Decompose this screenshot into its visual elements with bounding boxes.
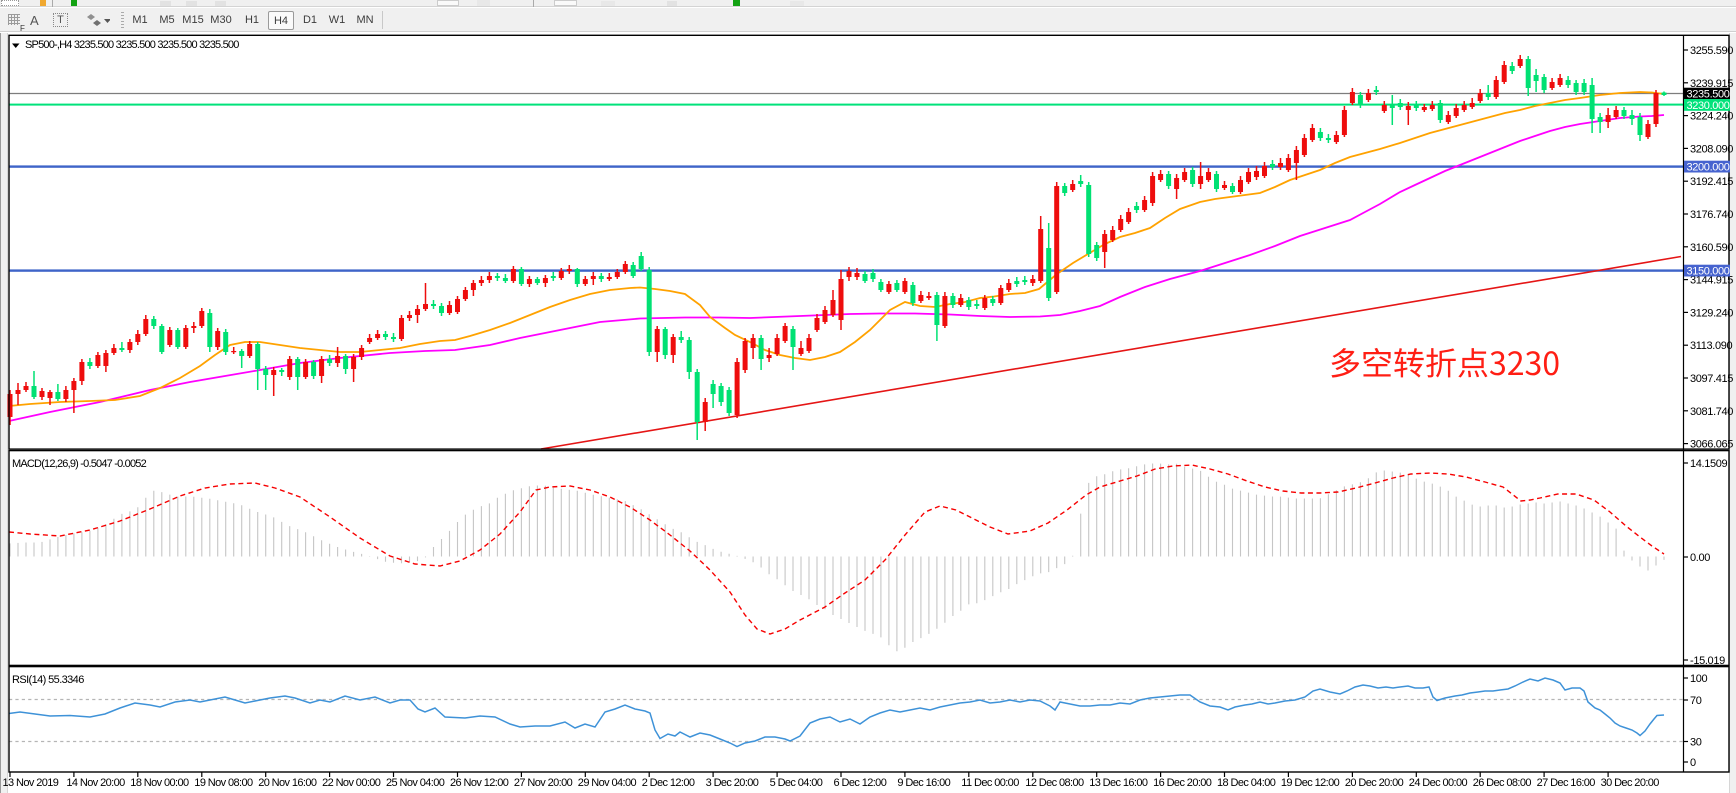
svg-text:3235.500: 3235.500 — [1687, 89, 1730, 101]
svg-text:14.1509: 14.1509 — [1690, 458, 1728, 470]
svg-text:MACD(12,26,9) -0.5047 -0.0052: MACD(12,26,9) -0.5047 -0.0052 — [12, 458, 147, 470]
svg-text:26 Nov 12:00: 26 Nov 12:00 — [450, 777, 509, 789]
svg-text:3192.415: 3192.415 — [1690, 176, 1733, 188]
svg-text:26 Dec 08:00: 26 Dec 08:00 — [1473, 777, 1532, 789]
svg-text:19 Nov 08:00: 19 Nov 08:00 — [194, 777, 253, 789]
svg-text:18 Dec 04:00: 18 Dec 04:00 — [1217, 777, 1276, 789]
svg-text:3208.090: 3208.090 — [1690, 143, 1733, 155]
svg-text:12 Dec 08:00: 12 Dec 08:00 — [1025, 777, 1084, 789]
svg-text:3176.740: 3176.740 — [1690, 209, 1733, 221]
svg-text:-15.019: -15.019 — [1690, 655, 1725, 667]
svg-text:3097.415: 3097.415 — [1690, 373, 1733, 385]
svg-text:6 Dec 12:00: 6 Dec 12:00 — [834, 777, 887, 789]
svg-text:29 Nov 04:00: 29 Nov 04:00 — [578, 777, 637, 789]
svg-text:16 Dec 20:00: 16 Dec 20:00 — [1153, 777, 1212, 789]
svg-text:14 Nov 20:00: 14 Nov 20:00 — [66, 777, 125, 789]
svg-text:11 Dec 00:00: 11 Dec 00:00 — [961, 777, 1019, 789]
svg-text:25 Nov 04:00: 25 Nov 04:00 — [386, 777, 445, 789]
svg-text:30 Dec 20:00: 30 Dec 20:00 — [1601, 777, 1660, 789]
svg-text:24 Dec 00:00: 24 Dec 00:00 — [1409, 777, 1468, 789]
svg-text:27 Nov 20:00: 27 Nov 20:00 — [514, 777, 573, 789]
svg-text:3066.065: 3066.065 — [1690, 439, 1733, 451]
svg-text:3230.000: 3230.000 — [1687, 100, 1730, 112]
svg-text:20 Nov 16:00: 20 Nov 16:00 — [258, 777, 317, 789]
svg-text:SP500-,H4 3235.500 3235.500 3: SP500-,H4 3235.500 3235.500 3235.500 323… — [25, 39, 239, 51]
svg-text:18 Nov 00:00: 18 Nov 00:00 — [130, 777, 189, 789]
svg-text:2 Dec 12:00: 2 Dec 12:00 — [642, 777, 695, 789]
svg-text:13 Dec 16:00: 13 Dec 16:00 — [1089, 777, 1148, 789]
svg-text:20 Dec 20:00: 20 Dec 20:00 — [1345, 777, 1404, 789]
svg-text:9 Dec 16:00: 9 Dec 16:00 — [897, 777, 950, 789]
svg-text:3129.240: 3129.240 — [1690, 307, 1733, 319]
svg-text:3239.915: 3239.915 — [1690, 78, 1733, 90]
svg-text:3081.740: 3081.740 — [1690, 406, 1733, 418]
svg-text:3150.000: 3150.000 — [1687, 266, 1730, 278]
svg-text:RSI(14) 55.3346: RSI(14) 55.3346 — [12, 674, 84, 686]
svg-text:100: 100 — [1690, 673, 1708, 685]
svg-text:19 Dec 12:00: 19 Dec 12:00 — [1281, 777, 1340, 789]
svg-text:13 Nov 2019: 13 Nov 2019 — [3, 777, 59, 789]
svg-text:3160.590: 3160.590 — [1690, 242, 1733, 254]
svg-text:30: 30 — [1690, 737, 1702, 749]
svg-text:3255.590: 3255.590 — [1690, 45, 1733, 57]
svg-text:0: 0 — [1690, 757, 1696, 769]
svg-text:3113.090: 3113.090 — [1690, 340, 1732, 352]
svg-text:3 Dec 20:00: 3 Dec 20:00 — [706, 777, 759, 789]
svg-text:5 Dec 04:00: 5 Dec 04:00 — [770, 777, 823, 789]
svg-text:3144.915: 3144.915 — [1690, 275, 1733, 287]
svg-text:0.00: 0.00 — [1690, 552, 1710, 564]
svg-text:22 Nov 00:00: 22 Nov 00:00 — [322, 777, 381, 789]
svg-text:27 Dec 16:00: 27 Dec 16:00 — [1537, 777, 1596, 789]
svg-text:3200.000: 3200.000 — [1687, 162, 1730, 174]
svg-text:70: 70 — [1690, 695, 1702, 707]
svg-text:3224.240: 3224.240 — [1690, 111, 1733, 123]
